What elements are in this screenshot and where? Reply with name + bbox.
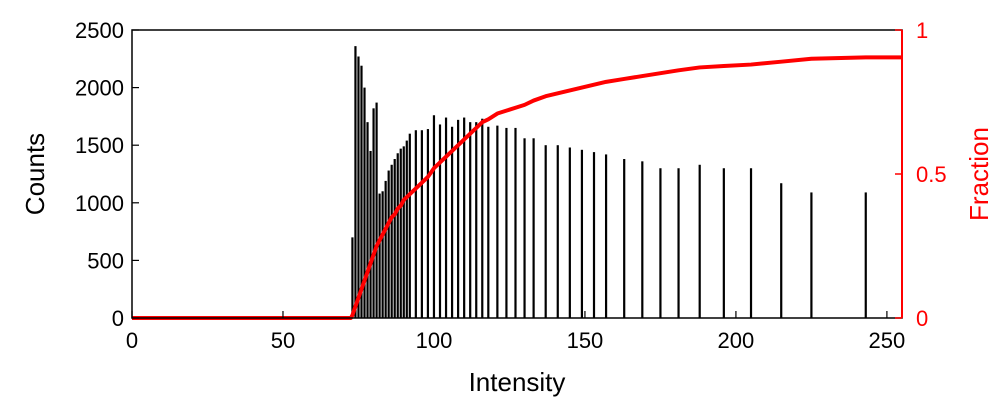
bar <box>469 122 472 318</box>
bar <box>864 192 867 318</box>
bar <box>505 127 508 318</box>
bar <box>387 170 390 318</box>
y2-tick-label: 0 <box>916 306 928 331</box>
x-tick-label: 150 <box>567 328 604 353</box>
y-tick-label: 0 <box>112 306 124 331</box>
bar <box>390 164 393 318</box>
bar <box>366 122 369 318</box>
y-axis-title: Counts <box>20 133 50 215</box>
y-tick-label: 500 <box>87 248 124 273</box>
bar <box>604 154 608 318</box>
bar <box>544 145 547 318</box>
bar <box>514 127 517 318</box>
bar <box>396 153 399 318</box>
x-tick-label: 250 <box>869 328 906 353</box>
bar <box>369 150 372 318</box>
bar <box>363 87 366 318</box>
bar <box>592 152 596 318</box>
bar <box>722 168 725 318</box>
bar <box>698 164 701 318</box>
y-axis-ticks: 0 500 1000 1500 2000 2500 <box>75 18 139 331</box>
y2-tick-label: 1 <box>916 18 928 43</box>
y2-axis-ticks: 00.51 <box>895 18 947 331</box>
bar <box>393 159 396 318</box>
y-tick-label: 2000 <box>75 76 124 101</box>
fraction-series-line <box>132 55 902 320</box>
bar <box>556 145 559 318</box>
bar <box>414 130 417 318</box>
bar <box>810 192 813 318</box>
bar <box>372 108 375 318</box>
x-tick-label: 100 <box>416 328 453 353</box>
bar <box>659 168 662 318</box>
bar <box>568 147 571 318</box>
bar <box>780 183 783 318</box>
counts-bars <box>351 46 867 319</box>
y2-tick-label: 0.5 <box>916 162 947 187</box>
bar <box>432 115 436 318</box>
bar <box>475 122 478 318</box>
bar <box>375 102 378 318</box>
bar <box>677 168 680 318</box>
bar <box>357 56 360 318</box>
bar <box>463 117 466 318</box>
x-axis-title: Intensity <box>469 367 566 397</box>
bar <box>438 124 442 319</box>
y-tick-label: 2500 <box>75 18 124 43</box>
x-tick-label: 200 <box>718 328 755 353</box>
bar <box>408 133 411 318</box>
bar <box>426 129 430 318</box>
bar <box>523 138 526 318</box>
bar <box>378 193 381 318</box>
bar <box>749 168 753 318</box>
bar <box>481 118 484 318</box>
y-tick-label: 1000 <box>75 191 124 216</box>
x-tick-label: 50 <box>271 328 295 353</box>
bar <box>623 159 626 318</box>
bar <box>580 149 584 318</box>
fraction-line <box>132 55 902 320</box>
bar <box>384 180 387 318</box>
bar <box>381 191 384 318</box>
y2-axis-title: Fraction <box>964 127 994 221</box>
bar <box>402 146 405 318</box>
y-tick-label: 1500 <box>75 133 124 158</box>
bar <box>444 117 448 318</box>
bar <box>399 148 402 318</box>
bar <box>532 138 535 318</box>
bar <box>641 161 644 318</box>
plot-area-frame <box>131 29 903 319</box>
bar <box>360 65 363 319</box>
bar <box>450 126 454 319</box>
bar <box>354 46 357 318</box>
bar <box>457 119 460 318</box>
bar <box>420 130 423 318</box>
x-tick-label: 0 <box>126 328 138 353</box>
bar <box>405 140 408 318</box>
x-axis-ticks: 0 50 100 150 200 250 <box>126 311 905 353</box>
bar <box>496 125 499 319</box>
bar <box>487 126 490 319</box>
bar <box>351 237 354 318</box>
